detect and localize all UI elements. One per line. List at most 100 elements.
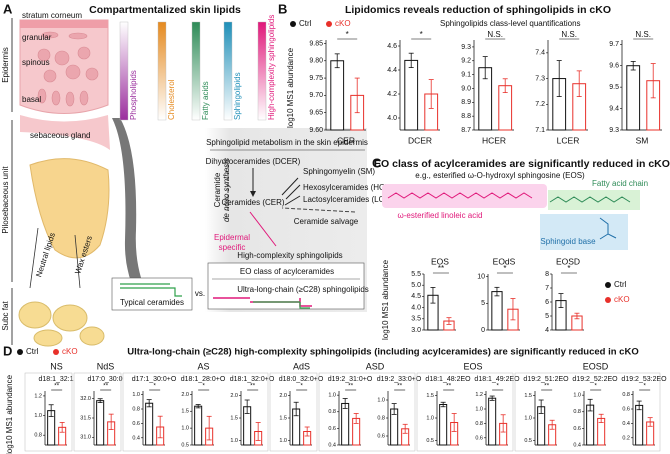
y-tick-label: 9.7 [609, 41, 619, 48]
significance: ** [54, 383, 60, 390]
lipid-bar [257, 21, 267, 121]
layer-label: granular [22, 33, 52, 42]
group-name: NS [50, 361, 63, 371]
arrows [281, 177, 301, 206]
chart-name: EOdS [493, 256, 516, 266]
y-tick-label: 9.3 [609, 127, 619, 134]
region-label: Subc fat [1, 301, 10, 331]
y-tick-label: 1.0 [328, 393, 336, 399]
chart-name: LCER [557, 135, 580, 145]
y-tick-label: 9.5 [609, 84, 619, 91]
significance: * [420, 30, 423, 39]
cells [37, 31, 99, 107]
y-tick-label: 1.0 [475, 406, 483, 412]
sub-box [207, 262, 365, 310]
significance: * [594, 383, 597, 390]
significance: * [153, 383, 156, 390]
group-frame [416, 372, 514, 452]
y-tick-label: 0.8 [377, 415, 385, 421]
typical-label: Typical ceramides [120, 298, 184, 307]
group-name: NdS [97, 361, 115, 371]
bar [145, 402, 154, 446]
group-frame [318, 372, 416, 452]
y-tick-label: 0.5 [524, 438, 532, 444]
significance: * [346, 30, 349, 39]
significance: ** [397, 383, 403, 390]
gland-label: sebaceous gland [30, 131, 91, 140]
y-tick-label: 4.5 [411, 293, 421, 300]
bar [404, 59, 419, 131]
legend-marker [605, 282, 611, 288]
lipid-label: Cholesterol [167, 79, 176, 120]
arrowhead [250, 191, 256, 197]
y-tick-label: 4.4 [387, 67, 397, 74]
y-tick-label: 0.6 [475, 435, 483, 441]
group-frame [122, 372, 269, 452]
legend-label: cKO [335, 19, 351, 28]
y-tick-label: 10 [477, 274, 485, 281]
legend-label: Ctrl [299, 19, 312, 28]
icon [120, 283, 182, 297]
lipid-bar [223, 21, 233, 121]
y-tick-label: 2.0 [279, 393, 287, 399]
bar [626, 65, 641, 131]
y-tick-label: 8 [545, 271, 549, 278]
y-tick-label: 1.0 [230, 438, 238, 444]
y-tick-label: 1.5 [524, 393, 532, 399]
panel-title: Ultra-long-chain (≥C28) high-complexity … [127, 347, 638, 358]
chart-name: EOSD [556, 256, 580, 266]
y-tick-label: 5 [481, 300, 485, 307]
bar [96, 400, 105, 446]
chart-name: d19:2_33:0+O [377, 376, 422, 383]
epidermal-label: specific [219, 243, 246, 252]
y-axis-label: log10 MS1 abundance [5, 374, 14, 454]
legend-label: Ctrl [614, 280, 627, 289]
pointer [29, 227, 39, 289]
y-tick-label: 1.5 [181, 409, 189, 415]
legend-marker [326, 21, 332, 27]
chart-name: d17:0_30:0 [87, 376, 122, 383]
node: Sphingomyelin (SM) [303, 167, 375, 176]
y-tick-label: 0.6 [573, 426, 581, 432]
y-tick-label: 1.5 [279, 415, 287, 421]
legend-label: Ctrl [26, 347, 39, 356]
group-name: EOS [463, 361, 482, 371]
sebaceous-gland [29, 158, 110, 259]
bar [330, 60, 345, 131]
y-tick-label: 0.6 [132, 421, 140, 427]
y-tick-label: 0.4 [132, 435, 140, 441]
hair-follicle [112, 118, 150, 300]
legend-marker [290, 21, 296, 27]
significance: * [496, 383, 499, 390]
y-tick-label: 3.0 [411, 327, 421, 334]
y-tick-label: 0.6 [622, 406, 630, 412]
metabolism-title: Sphingolipid metabolism in the skin epid… [206, 138, 368, 147]
region-label: Pilosebaceous unit [1, 166, 10, 234]
y-tick-label: 7.4 [535, 50, 545, 57]
bar [488, 397, 497, 446]
node: Hexosylceramides (HCER) [303, 183, 399, 192]
legend-label: cKO [62, 347, 78, 356]
example-label: e.g., esterified ω-O-hydroxyl sphingosin… [415, 171, 585, 180]
y-tick-label: 0.6 [377, 433, 385, 439]
y-tick-label: 2.0 [230, 393, 238, 399]
pointer [74, 234, 81, 289]
lipid-label: High-complexity sphingolipids [267, 15, 276, 120]
lipid-bar [191, 21, 201, 121]
y-tick-label: 8.9 [461, 99, 471, 106]
fatty-acid-label: Fatty acid chain [592, 179, 648, 188]
y-tick-label: 8.8 [461, 113, 471, 120]
de-novo-label: de novo synthesis [222, 158, 231, 222]
node: Ceramides (CER) [221, 198, 284, 207]
chart-name: d17:1_30:0+O [132, 376, 177, 383]
ulc-label: Ultra-long-chain (≥C28) sphingolipids [237, 285, 369, 294]
y-tick-label: 6 [545, 299, 549, 306]
y-tick-label: 4.0 [411, 304, 421, 311]
y-tick-label: 9.80 [309, 58, 323, 65]
y-tick-label: 0.8 [34, 433, 42, 439]
y-tick-label: 4.0 [387, 115, 397, 122]
y-tick-label: 0.8 [622, 392, 630, 398]
y-tick-label: 0.8 [328, 409, 336, 415]
group-name: EOSD [583, 361, 609, 371]
